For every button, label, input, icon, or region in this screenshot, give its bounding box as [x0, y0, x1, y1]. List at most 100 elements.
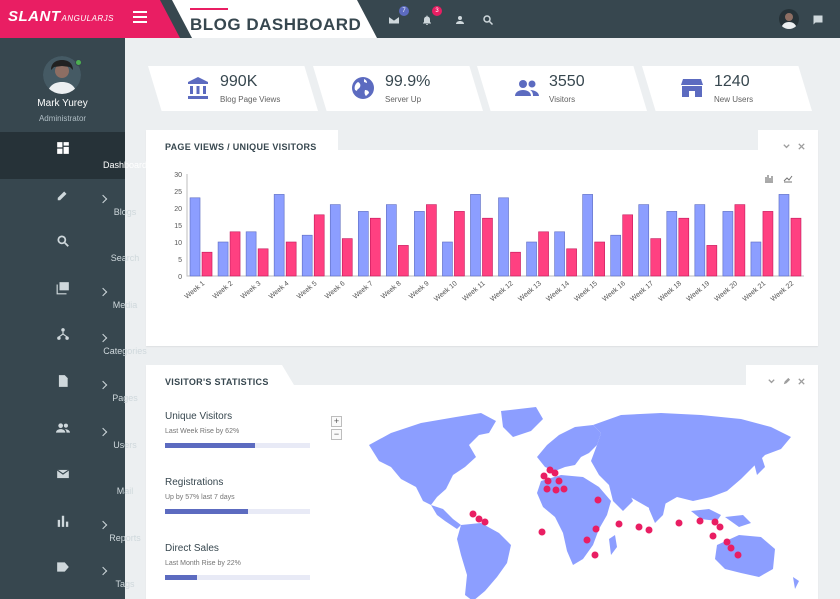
bar-series-2: [229, 231, 241, 277]
dashboard-icon: [56, 141, 70, 155]
stat-value: 3550: [549, 73, 585, 90]
sidebar-item-mail[interactable]: Mail: [0, 458, 133, 505]
bar-series-2: [706, 245, 718, 277]
sidebar-item-categories[interactable]: Categories: [0, 318, 147, 365]
close-icon[interactable]: [797, 373, 806, 385]
bar-series-1: [694, 204, 706, 277]
x-tick-label: Week 9: [408, 280, 431, 301]
bar-series-1: [245, 231, 257, 277]
x-tick-label: Week 8: [380, 280, 403, 301]
y-tick-label: 10: [174, 240, 182, 247]
bar-series-2: [790, 217, 802, 277]
bar-series-2: [257, 248, 269, 277]
close-icon[interactable]: [797, 138, 806, 150]
stat-row-subtitle: Up by 57% last 7 days: [165, 494, 235, 501]
stat-row-subtitle: Last Month Rise by 22%: [165, 560, 241, 567]
y-tick-label: 20: [174, 206, 182, 213]
bar-series-2: [369, 217, 381, 277]
page-icon: [56, 374, 70, 388]
stat-row-title: Registrations: [165, 477, 224, 488]
bar-series-1: [414, 211, 425, 277]
tag-icon: [56, 560, 70, 574]
profile-name: Mark Yurey: [37, 98, 88, 109]
bar-series-1: [750, 241, 762, 277]
bar-series-1: [217, 241, 229, 277]
bar-chart-toggle-icon[interactable]: [764, 170, 773, 183]
search-icon[interactable]: [482, 13, 496, 27]
sidebar-item-users[interactable]: Users: [0, 412, 137, 459]
menu-toggle-icon[interactable]: [133, 11, 147, 25]
progress-fill: [165, 575, 197, 580]
bar-series-1: [582, 194, 593, 277]
y-tick-label: 25: [174, 189, 182, 196]
stat-label: Visitors: [549, 95, 576, 104]
edit-icon[interactable]: [782, 373, 791, 385]
sidebar-item-media[interactable]: Media: [0, 272, 137, 319]
brand-name: SLANT: [8, 8, 61, 25]
progress-bar: [165, 575, 310, 580]
sidebar-item-label: Mail: [116, 486, 134, 497]
x-tick-label: Week 12: [489, 280, 515, 303]
bank-icon: [186, 76, 210, 100]
sidebar-item-label: Tags: [115, 579, 135, 590]
bar-series-2: [538, 231, 549, 277]
stat-value: 99.9%: [385, 73, 431, 90]
y-tick-label: 15: [174, 223, 182, 230]
bar-chart-icon: [56, 514, 70, 528]
search-icon: [56, 234, 70, 248]
stat-value: 1240: [714, 73, 750, 90]
zoom-out-button[interactable]: −: [331, 429, 342, 440]
messages-icon[interactable]: 7: [388, 6, 409, 27]
stat-row-unique-visitors: Unique Visitors Last Week Rise by 62%: [165, 411, 310, 448]
x-tick-label: Week 5: [296, 280, 319, 301]
bar-series-2: [482, 217, 493, 277]
bar-series-2: [734, 204, 746, 277]
stat-row-title: Direct Sales: [165, 543, 219, 554]
sidebar-item-label: Media: [112, 299, 138, 310]
bar-series-1: [778, 194, 790, 277]
top-bar: SLANTANGULARJS BLOG DASHBOARD 7 3: [0, 0, 840, 38]
sidebar-item-tags[interactable]: Tags: [0, 551, 135, 598]
sidebar-item-search[interactable]: Search: [0, 225, 139, 272]
chat-icon[interactable]: [812, 13, 826, 27]
sidebar-item-label: Reports: [109, 532, 141, 543]
bar-series-2: [201, 251, 213, 277]
stat-row-registrations: Registrations Up by 57% last 7 days: [165, 477, 310, 514]
bar-series-1: [470, 194, 481, 277]
sidebar-item-label: Dashboard: [102, 160, 148, 170]
sidebar-item-blogs[interactable]: Blogs: [0, 179, 136, 226]
sidebar-item-pages[interactable]: Pages: [0, 365, 138, 412]
x-tick-label: Week 3: [240, 280, 263, 301]
bar-series-2: [285, 241, 297, 277]
x-tick-label: Week 22: [770, 280, 796, 303]
user-icon[interactable]: [454, 13, 468, 27]
notifications-badge: 3: [432, 6, 442, 16]
chevron-right-icon: [98, 520, 108, 529]
bar-series-1: [329, 204, 341, 277]
notifications-icon[interactable]: 3: [421, 6, 442, 27]
collapse-icon[interactable]: [767, 373, 776, 384]
bar-series-1: [498, 197, 509, 277]
stat-value: 990K: [220, 73, 258, 90]
page-title: BLOG DASHBOARD: [190, 15, 362, 34]
zoom-in-button[interactable]: +: [331, 416, 342, 427]
x-tick-label: Week 4: [268, 280, 291, 301]
top-avatar[interactable]: [779, 9, 799, 29]
map-markers: [469, 466, 742, 559]
world-map[interactable]: [361, 405, 811, 599]
bar-series-1: [301, 234, 313, 277]
avatar[interactable]: [43, 56, 81, 94]
bar-series-1: [526, 241, 537, 277]
bar-series-1: [554, 231, 565, 277]
stat-label: New Users: [714, 95, 754, 104]
x-tick-label: Week 14: [545, 280, 571, 303]
brand-logo[interactable]: SLANTANGULARJS: [8, 8, 114, 25]
bar-series-1: [273, 194, 285, 277]
line-chart-toggle-icon[interactable]: [783, 170, 793, 183]
collapse-icon[interactable]: [782, 138, 791, 149]
title-area: [172, 0, 377, 38]
chevron-right-icon: [98, 380, 108, 390]
sidebar-item-dashboard[interactable]: Dashboard: [0, 132, 147, 179]
brand-sub: ANGULARJS: [61, 14, 115, 23]
sidebar-item-reports[interactable]: Reports: [0, 505, 141, 552]
